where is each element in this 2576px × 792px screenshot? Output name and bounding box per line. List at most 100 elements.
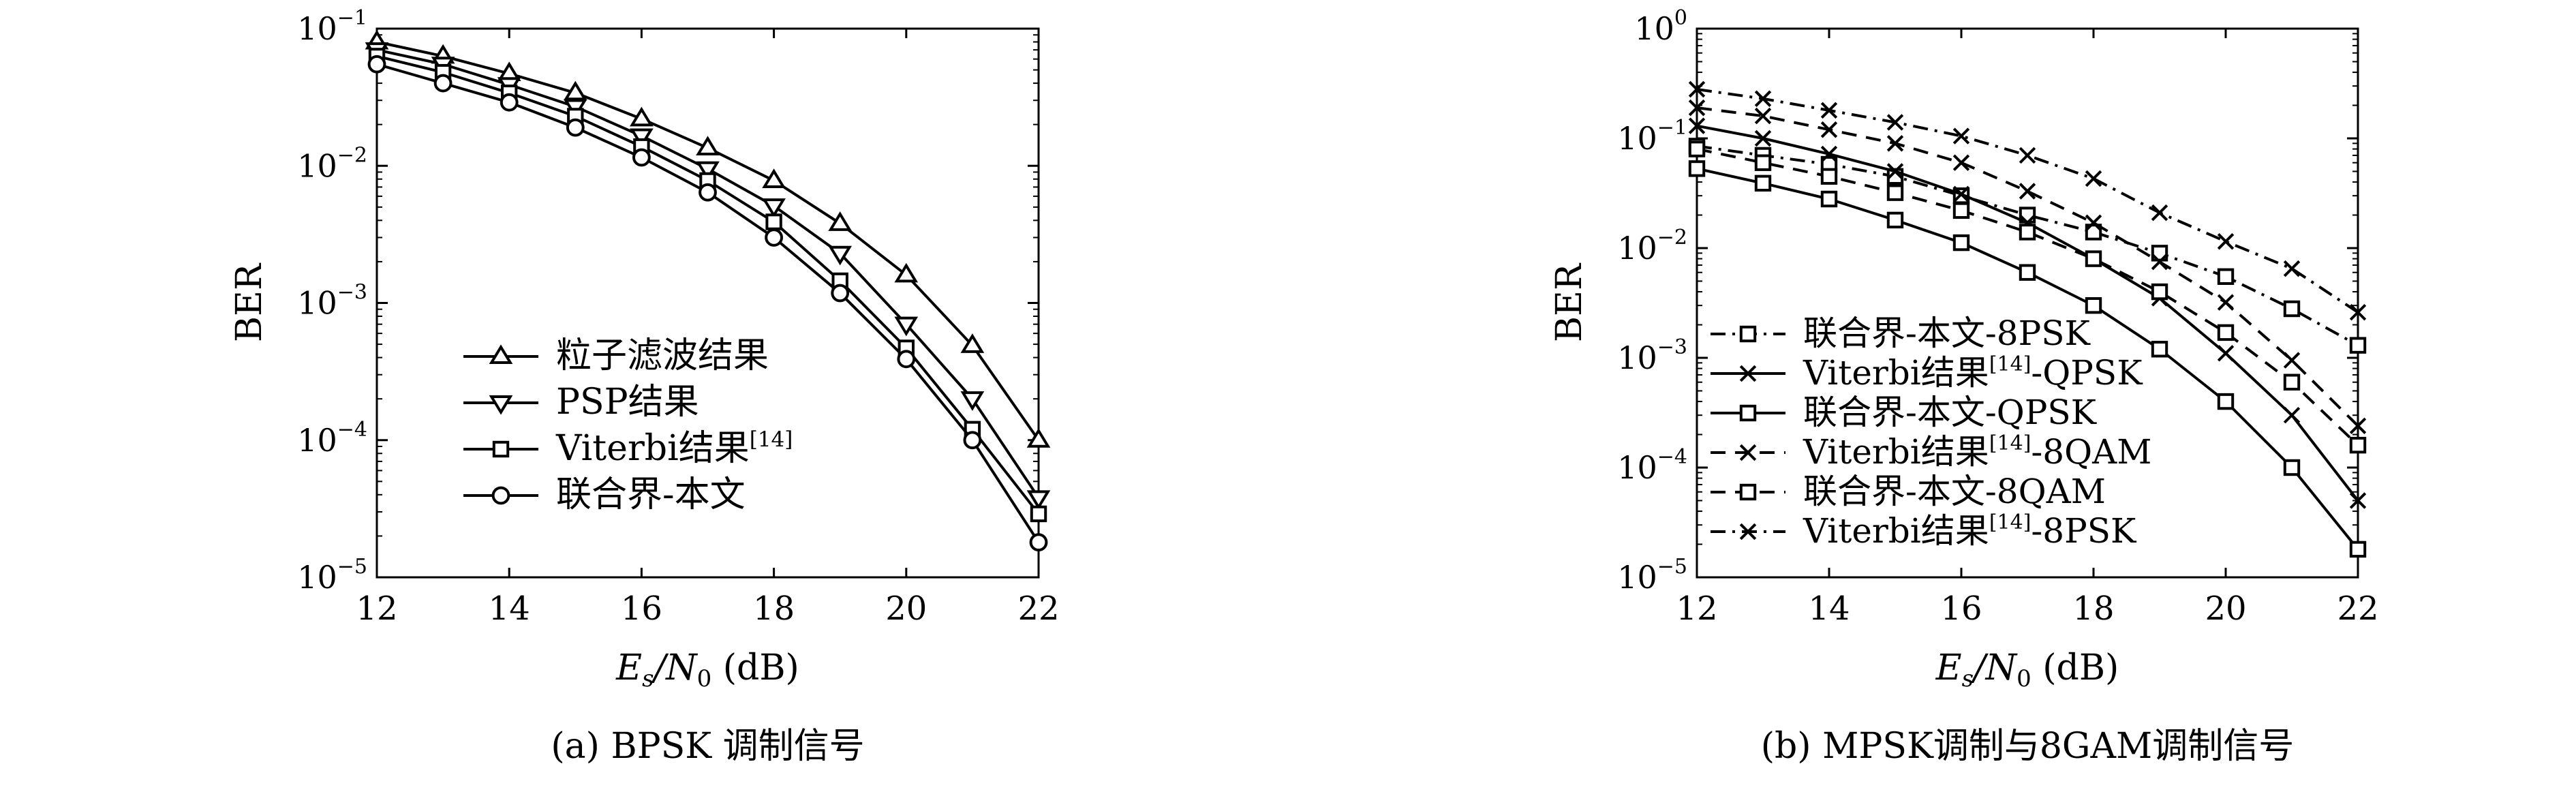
data-point bbox=[960, 391, 985, 411]
data-point bbox=[2085, 250, 2102, 267]
data-point bbox=[1820, 190, 1838, 208]
data-point bbox=[630, 128, 654, 149]
y-tick-exponent: −5 bbox=[337, 555, 367, 579]
data-point bbox=[2283, 352, 2301, 369]
data-point bbox=[563, 80, 587, 101]
data-point bbox=[2349, 303, 2367, 321]
data-point bbox=[960, 333, 985, 353]
data-point bbox=[1952, 234, 1970, 252]
data-point bbox=[765, 228, 783, 247]
data-point bbox=[1688, 140, 1706, 157]
legend-series-name: Viterbi结果 bbox=[1803, 432, 1989, 472]
x-tick-label: 12 bbox=[356, 590, 397, 628]
x-tick-label: 18 bbox=[753, 590, 795, 628]
data-point bbox=[2217, 324, 2235, 341]
data-point bbox=[2217, 294, 2235, 311]
data-point bbox=[2019, 224, 2036, 241]
x-tick-label: 16 bbox=[1940, 590, 1982, 628]
x-tick-label: 18 bbox=[2072, 590, 2114, 628]
x-axis-label: Es/N0 (dB) bbox=[1935, 648, 2119, 692]
legend-label: 联合界-本文-QPSK bbox=[1803, 393, 2098, 432]
y-tick-label: 10−5 bbox=[297, 555, 367, 596]
legend-marker bbox=[1739, 365, 1757, 382]
data-point bbox=[2085, 170, 2102, 187]
y-tick-exponent: −4 bbox=[337, 418, 367, 442]
legend-citation: [14] bbox=[1989, 431, 2031, 455]
y-tick-exponent: −3 bbox=[1657, 335, 1687, 359]
legend-series-name: 粒子滤波结果 bbox=[556, 335, 769, 376]
y-tick-base: 10 bbox=[297, 10, 337, 47]
data-point bbox=[566, 118, 585, 137]
data-point bbox=[1952, 202, 1970, 219]
data-point bbox=[2085, 296, 2102, 314]
data-point bbox=[696, 136, 720, 156]
y-tick-label: 10−3 bbox=[1617, 335, 1687, 376]
data-point bbox=[1886, 163, 1904, 180]
data-point bbox=[2217, 233, 2235, 250]
y-tick-label: 10−5 bbox=[1617, 555, 1687, 596]
data-point bbox=[2217, 268, 2235, 286]
data-point bbox=[765, 213, 782, 230]
data-point bbox=[433, 74, 453, 93]
data-point bbox=[1952, 185, 1970, 203]
data-point bbox=[2217, 345, 2235, 362]
y-tick-base: 10 bbox=[1634, 10, 1674, 47]
legend-series-name: 联合界-本文 bbox=[556, 474, 746, 515]
legend-marker bbox=[489, 344, 513, 364]
legend-label: Viterbi结果[14] bbox=[555, 427, 793, 469]
y-tick-exponent: −2 bbox=[337, 143, 367, 167]
data-point bbox=[2349, 337, 2367, 354]
y-tick-label: 100 bbox=[1634, 6, 1687, 47]
legend-series-name: 联合界-本文-8PSK bbox=[1803, 314, 2091, 353]
y-tick-exponent: −4 bbox=[1657, 445, 1687, 469]
data-point bbox=[2151, 341, 2168, 358]
legend-series-name: 联合界-本文-QPSK bbox=[1803, 393, 2098, 432]
series-line bbox=[1696, 147, 2359, 446]
series-line bbox=[1696, 144, 2359, 347]
y-tick-label: 10−2 bbox=[1617, 226, 1687, 266]
data-point bbox=[1688, 80, 1706, 98]
x-tick-label: 12 bbox=[1676, 590, 1717, 628]
chart-panel-b: 12 14 16 18 20 2210010−110−210−310−410−5BEREs… bbox=[1549, 6, 2379, 767]
y-tick-base: 10 bbox=[297, 559, 337, 596]
y-tick-exponent: 0 bbox=[1674, 6, 1687, 30]
data-point bbox=[1952, 154, 1970, 171]
data-point bbox=[2019, 264, 2036, 281]
chart-panel-a: 12 14 16 18 20 2210−110−210−310−410−5BEREs/N0… bbox=[229, 6, 1060, 767]
data-point bbox=[831, 284, 850, 303]
data-point bbox=[632, 148, 651, 167]
data-point bbox=[2283, 300, 2301, 318]
y-tick-label: 10−4 bbox=[1617, 445, 1687, 486]
series-4 bbox=[1688, 99, 2367, 435]
x-label-subscript: s bbox=[1962, 665, 1974, 692]
data-point bbox=[1886, 211, 1904, 229]
x-label-unit: (dB) bbox=[711, 648, 799, 688]
data-point bbox=[2151, 204, 2168, 222]
series-4 bbox=[367, 55, 1048, 552]
data-point bbox=[2151, 283, 2168, 301]
data-point bbox=[2349, 417, 2367, 435]
y-tick-label: 10−4 bbox=[297, 418, 367, 459]
data-point bbox=[1026, 490, 1051, 510]
data-point bbox=[1952, 127, 1970, 144]
x-label-subscript: 0 bbox=[2017, 665, 2031, 692]
data-point bbox=[2283, 459, 2301, 476]
legend-marker bbox=[491, 486, 510, 505]
panel-caption: (b) MPSK调制与8GAM调制信号 bbox=[1761, 726, 2295, 767]
x-tick-label: 16 bbox=[621, 590, 662, 628]
legend-marker bbox=[1739, 444, 1757, 461]
legend-marker bbox=[1739, 325, 1757, 343]
data-point bbox=[762, 198, 786, 218]
data-point bbox=[1886, 184, 1904, 201]
legend-label: Viterbi结果[14]-QPSK bbox=[1803, 352, 2143, 393]
data-point bbox=[894, 316, 919, 337]
y-tick-exponent: −1 bbox=[337, 6, 367, 30]
data-point bbox=[894, 262, 919, 283]
legend-series-name: Viterbi结果 bbox=[555, 428, 750, 469]
x-label-subscript: 0 bbox=[697, 665, 712, 692]
data-point bbox=[1688, 99, 1706, 117]
data-point bbox=[1754, 174, 1772, 192]
data-point bbox=[2283, 260, 2301, 277]
